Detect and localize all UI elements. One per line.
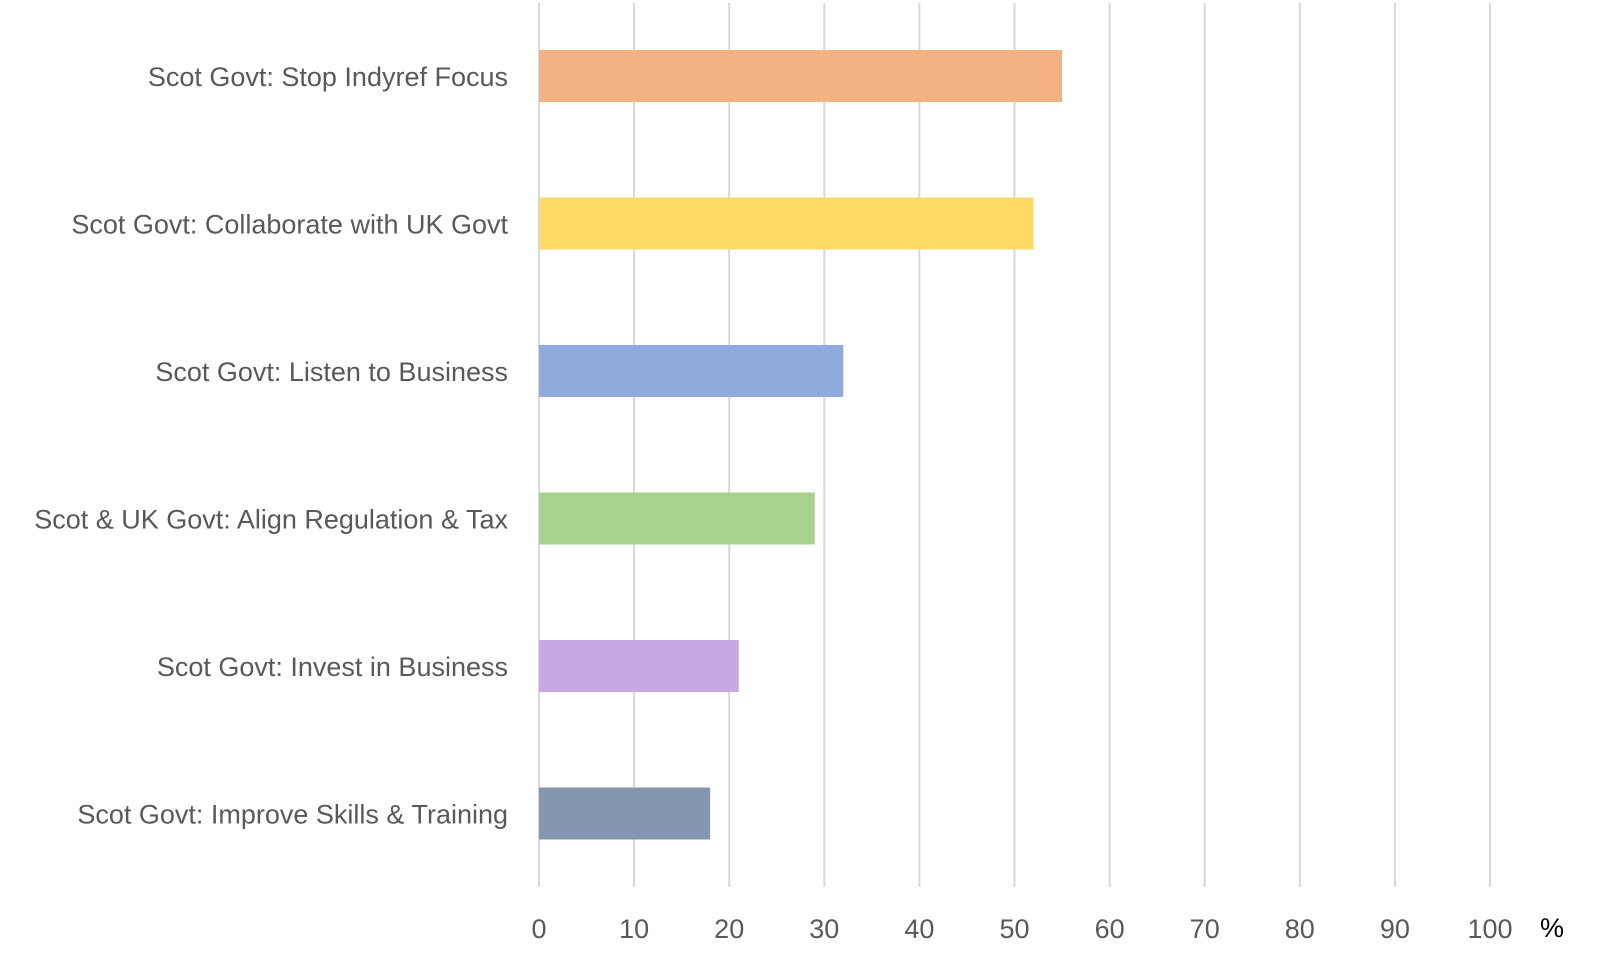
x-tick-label: 90 (1380, 914, 1410, 944)
x-tick-label: 0 (531, 914, 546, 944)
category-label: Scot Govt: Invest in Business (157, 652, 508, 682)
bar (539, 197, 1034, 250)
x-tick-label: 30 (809, 914, 839, 944)
x-tick-label: 20 (714, 914, 744, 944)
category-label: Scot Govt: Listen to Business (155, 357, 508, 387)
category-labels: Scot Govt: Stop Indyref Focus Scot Govt: … (34, 62, 508, 830)
x-tick-label: 10 (619, 914, 649, 944)
category-label: Scot Govt: Collaborate with UK Govt (71, 210, 508, 240)
category-label: Scot Govt: Stop Indyref Focus (148, 62, 508, 92)
bar (539, 787, 711, 840)
x-tick-label: 40 (904, 914, 934, 944)
category-label: Scot Govt: Improve Skills & Training (77, 800, 508, 830)
bars (539, 50, 1063, 840)
bar (539, 50, 1063, 102)
x-tick-label: 70 (1190, 914, 1220, 944)
bar (539, 492, 815, 545)
x-tick-label: 50 (999, 914, 1029, 944)
x-tick-label: 100 (1467, 914, 1512, 944)
x-tick-labels: 0 10 20 30 40 50 60 70 80 90 100 (531, 914, 1512, 944)
x-tick-label: 80 (1285, 914, 1315, 944)
x-unit-label: % (1540, 913, 1564, 943)
gridlines (538, 3, 1491, 887)
x-tick-label: 60 (1095, 914, 1125, 944)
bar (539, 640, 739, 692)
category-label: Scot & UK Govt: Align Regulation & Tax (34, 505, 508, 535)
bar (539, 345, 844, 397)
